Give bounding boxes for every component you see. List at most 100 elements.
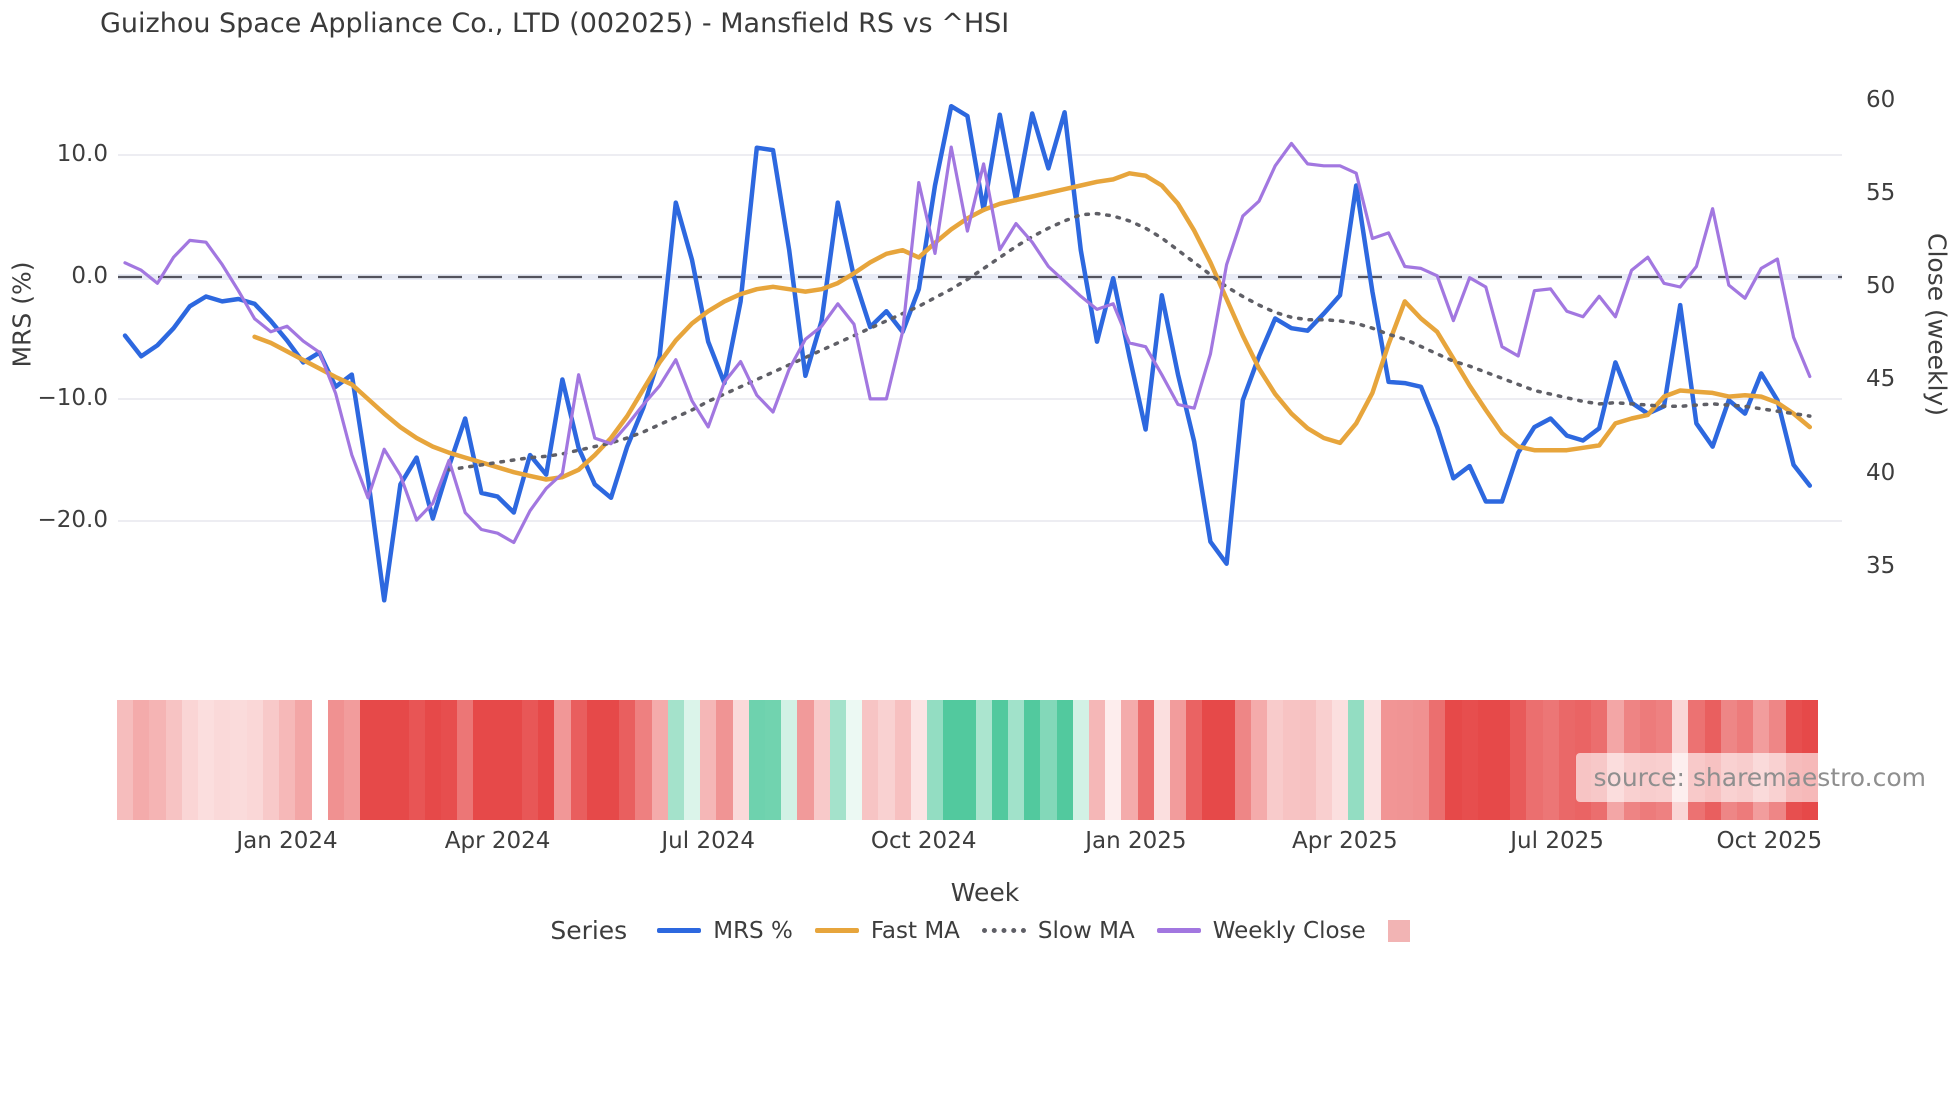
heatmap-cell-week-58 xyxy=(1056,700,1074,820)
heatmap-cell-week-76 xyxy=(1348,700,1365,820)
heatmap-cell-week-46 xyxy=(862,700,879,820)
heatmap-cell-week-49 xyxy=(910,700,928,820)
heatmap-cell-week-6 xyxy=(214,700,231,820)
heatmap-cell-week-79 xyxy=(1396,700,1414,820)
heatmap-cell-week-18 xyxy=(408,700,426,820)
heatmap-cell-week-56 xyxy=(1024,700,1041,820)
heatmap-cell-week-14 xyxy=(343,700,361,820)
heatmap-cell-week-41 xyxy=(781,700,798,820)
left-tick-0.0: 0.0 xyxy=(71,263,108,289)
legend-swatch xyxy=(657,928,702,933)
right-tick-55: 55 xyxy=(1866,179,1896,206)
heatmap-cell-week-78 xyxy=(1380,700,1398,820)
heatmap-cell-week-86 xyxy=(1510,700,1527,820)
heatmap-cell-week-50 xyxy=(926,700,944,820)
heatmap-cell-week-59 xyxy=(1072,700,1090,820)
weekly-heatmap-strip xyxy=(0,700,1960,820)
heatmap-cell-week-31 xyxy=(619,700,636,820)
x-tick-jan-2024: Jan 2024 xyxy=(236,828,338,854)
legend-item-heatmap xyxy=(1387,919,1410,942)
heatmap-cell-week-33 xyxy=(651,700,669,820)
line-chart-plot xyxy=(118,103,1842,603)
heatmap-cell-week-51 xyxy=(943,700,960,820)
heatmap-cell-week-34 xyxy=(667,700,685,820)
series-weekly-close xyxy=(123,141,1812,545)
legend-item-mrs-: MRS % xyxy=(657,918,793,944)
heatmap-cell-week-47 xyxy=(878,700,895,820)
heatmap-cell-week-43 xyxy=(813,700,831,820)
heatmap-cell-week-1 xyxy=(133,700,150,820)
heatmap-cell-week-38 xyxy=(732,700,750,820)
heatmap-cell-week-62 xyxy=(1121,700,1138,820)
heatmap-cell-week-4 xyxy=(181,700,199,820)
heatmap-cell-week-77 xyxy=(1364,700,1381,820)
heatmap-cell-week-67 xyxy=(1202,700,1219,820)
series-fast-ma xyxy=(252,171,1813,482)
x-tick-apr-2024: Apr 2024 xyxy=(444,828,551,854)
x-tick-jul-2024: Jul 2024 xyxy=(661,828,755,854)
series-mrs- xyxy=(122,103,1813,603)
heatmap-cell-week-54 xyxy=(991,700,1009,820)
heatmap-cell-week-68 xyxy=(1218,700,1236,820)
legend-label: MRS % xyxy=(713,917,793,944)
heatmap-cell-week-75 xyxy=(1331,700,1349,820)
heatmap-cell-week-9 xyxy=(262,700,280,820)
heatmap-cell-week-39 xyxy=(748,700,766,820)
right-tick-60: 60 xyxy=(1866,86,1896,113)
heatmap-cell-week-37 xyxy=(716,700,733,820)
x-axis-title: Week xyxy=(950,878,1020,907)
heatmap-cell-week-48 xyxy=(894,700,912,820)
left-axis-title: MRS (%) xyxy=(7,261,37,368)
heatmap-cell-week-10 xyxy=(278,700,296,820)
heatmap-cell-week-84 xyxy=(1477,700,1495,820)
heatmap-cell-week-28 xyxy=(570,700,588,820)
heatmap-cell-week-0 xyxy=(116,700,134,820)
heatmap-cell-week-30 xyxy=(602,700,620,820)
series-slow-ma xyxy=(447,211,1812,472)
legend-swatch xyxy=(1156,928,1201,933)
legend-title: Series xyxy=(550,916,628,945)
heatmap-cell-week-52 xyxy=(959,700,976,820)
heatmap-cell-week-16 xyxy=(376,700,393,820)
heatmap-cell-week-85 xyxy=(1493,700,1511,820)
heatmap-cell-week-32 xyxy=(635,700,652,820)
left-tick-10.0: 10.0 xyxy=(56,141,108,167)
heatmap-cell-week-70 xyxy=(1250,700,1268,820)
x-tick-oct-2025: Oct 2025 xyxy=(1716,828,1823,854)
legend-swatch xyxy=(1387,919,1410,942)
legend-label: Weekly Close xyxy=(1212,917,1366,944)
x-tick-oct-2024: Oct 2024 xyxy=(870,828,977,854)
heatmap-cell-week-22 xyxy=(473,700,490,820)
heatmap-cell-week-61 xyxy=(1105,700,1122,820)
heatmap-cell-week-69 xyxy=(1234,700,1252,820)
heatmap-cell-week-8 xyxy=(246,700,264,820)
heatmap-cell-week-72 xyxy=(1283,700,1300,820)
legend-item-weekly-close: Weekly Close xyxy=(1156,917,1366,944)
heatmap-cell-week-88 xyxy=(1542,700,1560,820)
right-tick-35: 35 xyxy=(1866,552,1896,579)
series-legend: Series MRS % Fast MA Slow MA Weekly Close xyxy=(0,916,1960,945)
heatmap-cell-week-63 xyxy=(1137,700,1155,820)
heatmap-cell-week-55 xyxy=(1007,700,1025,820)
legend-label: Fast MA xyxy=(870,917,960,944)
left-tick-−20.0: −20.0 xyxy=(37,507,108,533)
heatmap-cell-week-13 xyxy=(327,700,345,820)
heatmap-cell-week-74 xyxy=(1315,700,1333,820)
legend-swatch xyxy=(981,928,1026,933)
heatmap-cell-week-64 xyxy=(1153,700,1171,820)
heatmap-cell-week-81 xyxy=(1429,700,1446,820)
heatmap-cell-week-29 xyxy=(586,700,604,820)
heatmap-cell-week-60 xyxy=(1088,700,1106,820)
legend-item-fast-ma: Fast MA xyxy=(814,917,960,944)
heatmap-cell-week-44 xyxy=(829,700,847,820)
heatmap-cell-week-89 xyxy=(1558,700,1576,820)
heatmap-cell-week-11 xyxy=(295,700,312,820)
heatmap-cell-week-87 xyxy=(1526,700,1543,820)
heatmap-cell-week-45 xyxy=(845,700,863,820)
right-tick-40: 40 xyxy=(1866,459,1896,486)
x-tick-apr-2025: Apr 2025 xyxy=(1292,828,1398,854)
heatmap-cell-week-40 xyxy=(764,700,782,820)
heatmap-cell-week-27 xyxy=(554,700,571,820)
source-watermark: source: sharemaestro.com xyxy=(1575,753,1944,802)
